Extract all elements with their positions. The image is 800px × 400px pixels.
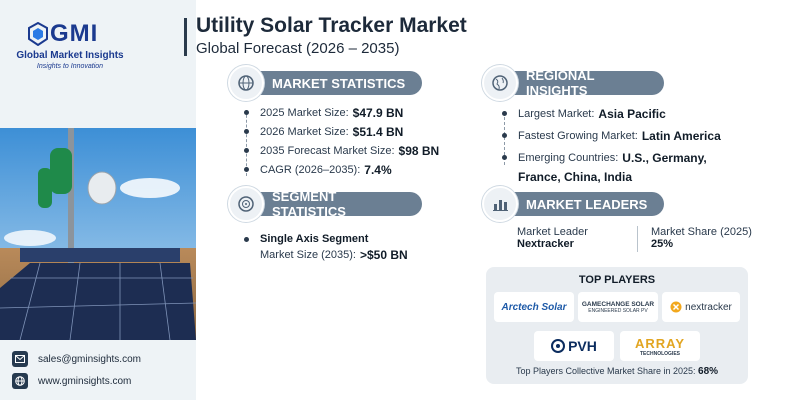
stat-label: Largest Market:	[518, 108, 595, 120]
stat-label: CAGR (2026–2035):	[260, 163, 361, 176]
contact-website-row[interactable]: www.gminsights.com	[12, 372, 131, 390]
leader-value: Nextracker	[517, 238, 574, 250]
stat-value: Asia Pacific	[598, 107, 666, 121]
gamechange-solar-logo[interactable]: GAMECHANGE SOLAR ENGINEERED SOLAR PV	[578, 292, 658, 322]
page-subtitle: Global Forecast (2026 – 2035)	[196, 40, 400, 57]
collective-share-value: 68%	[698, 366, 719, 377]
stat-label: 2035 Forecast Market Size:	[260, 144, 395, 157]
array-logo-text: ARRAY	[634, 335, 686, 351]
brand-name: Global Market Insights	[16, 50, 124, 61]
contact-email-row[interactable]: sales@gminsights.com	[12, 350, 141, 368]
emerging-countries: Emerging Countries: U.S., Germany,	[500, 147, 721, 169]
top-players-heading: TOP PLAYERS	[578, 274, 656, 286]
gamechange-logo-text: GAMECHANGE SOLAR	[581, 300, 655, 308]
bullet-dot	[244, 129, 249, 134]
market-share: Market Share (2025) 25%	[651, 226, 771, 250]
segment-statistics-list: Single Axis Segment Market Size (2035): >…	[242, 231, 408, 263]
left-panel: GMI Global Market Insights Insights to I…	[0, 0, 196, 400]
solar-tracker-photo	[0, 128, 196, 340]
pvh-logo[interactable]: PVH	[534, 331, 614, 361]
emerging-countries-continued: France, China, India	[500, 169, 721, 185]
array-logo-subtext: TECHNOLOGIES	[639, 350, 680, 357]
nextracker-mark-icon	[670, 301, 682, 313]
fastest-growing-market: Fastest Growing Market: Latin America	[500, 125, 721, 147]
stat-label: Market Size (2035):	[260, 249, 356, 261]
segment-size: Market Size (2035): >$50 BN	[242, 247, 408, 263]
contact-email[interactable]: sales@gminsights.com	[38, 353, 141, 365]
brand-tagline: Insights to Innovation	[36, 63, 104, 70]
regional-insights-timeline	[504, 117, 505, 165]
globe-icon	[12, 373, 28, 389]
market-leader: Market Leader Nextracker	[517, 226, 627, 250]
bullet-dot	[244, 148, 249, 153]
leader-label: Market Leader	[517, 226, 588, 238]
pvh-mark-icon	[551, 339, 566, 353]
bullet-dot	[244, 237, 249, 242]
largest-market: Largest Market: Asia Pacific	[500, 103, 721, 125]
logo-text: GMI	[50, 20, 99, 47]
market-statistics-timeline	[246, 110, 247, 176]
bullet-dot	[502, 133, 507, 138]
regional-insights-header: REGIONAL INSIGHTS	[482, 65, 664, 101]
regional-insights-list: Largest Market: Asia Pacific Fastest Grow…	[500, 103, 721, 185]
stat-value: >$50 BN	[359, 248, 408, 262]
globe-icon	[482, 65, 518, 101]
stat-value: $51.4 BN	[352, 124, 404, 139]
bullet-dot	[502, 155, 507, 160]
share-value: 25%	[651, 238, 674, 250]
stat-2025-size: 2025 Market Size: $47.9 BN	[242, 103, 439, 122]
target-icon	[228, 186, 264, 222]
bar-chart-icon	[482, 186, 518, 222]
share-label: Market Share (2025)	[651, 226, 752, 238]
stat-value: Latin America	[641, 129, 721, 143]
stat-label: 2025 Market Size:	[260, 106, 349, 119]
segment-name: Single Axis Segment	[242, 231, 408, 247]
gamechange-logo-subtext: ENGINEERED SOLAR PV	[588, 307, 648, 314]
top-players-footer: Top Players Collective Market Share in 2…	[486, 366, 748, 377]
arctech-solar-logo[interactable]: Arctech Solar	[494, 292, 574, 322]
bullet-dot	[502, 111, 507, 116]
stat-2035-forecast: 2035 Forecast Market Size: $98 BN	[242, 141, 439, 160]
stat-value: $98 BN	[398, 143, 440, 158]
stat-cagr: CAGR (2026–2035): 7.4%	[242, 160, 439, 179]
collective-share-label: Top Players Collective Market Share in 2…	[515, 366, 696, 376]
market-statistics-header: MARKET STATISTICS	[228, 65, 422, 101]
market-statistics-list: 2025 Market Size: $47.9 BN 2026 Market Si…	[242, 103, 439, 179]
market-leaders-header: MARKET LEADERS	[482, 186, 664, 222]
stat-label: Emerging Countries:	[518, 152, 619, 164]
stat-label: 2026 Market Size:	[260, 125, 349, 138]
stat-value: 7.4%	[364, 162, 392, 177]
company-logo[interactable]: GMI Global Market Insights Insights to I…	[10, 16, 140, 76]
email-icon	[12, 351, 28, 367]
title-accent-bar	[184, 18, 187, 56]
pvh-logo-text: PVH	[568, 338, 597, 354]
gmi-logo-icon	[28, 22, 48, 46]
top-players-panel: TOP PLAYERS Arctech Solar GAMECHANGE SOL…	[486, 267, 748, 384]
array-technologies-logo[interactable]: ARRAY TECHNOLOGIES	[620, 331, 700, 361]
nextracker-logo-text: nextracker	[685, 301, 732, 313]
market-leaders-heading: MARKET LEADERS	[504, 192, 664, 216]
segment-statistics-heading: SEGMENT STATISTICS	[250, 189, 422, 219]
contact-website[interactable]: www.gminsights.com	[38, 375, 132, 387]
regional-insights-heading: REGIONAL INSIGHTS	[504, 68, 664, 98]
arctech-logo-text: Arctech Solar	[501, 301, 567, 313]
bullet-dot	[244, 167, 249, 172]
segment-statistics-header: SEGMENT STATISTICS	[228, 186, 422, 222]
contact-block: sales@gminsights.com www.gminsights.com	[0, 342, 196, 400]
stat-value: U.S., Germany,	[622, 151, 707, 165]
globe-chart-icon	[228, 65, 264, 101]
nextracker-logo[interactable]: nextracker	[662, 292, 740, 322]
page-title: Utility Solar Tracker Market	[196, 14, 467, 37]
stat-2026-size: 2026 Market Size: $51.4 BN	[242, 122, 439, 141]
market-statistics-heading: MARKET STATISTICS	[250, 71, 422, 95]
stat-label: Fastest Growing Market:	[518, 130, 638, 142]
segment-label: Single Axis Segment	[260, 233, 369, 245]
stat-value: France, China, India	[518, 170, 633, 184]
stat-value: $47.9 BN	[352, 105, 404, 120]
bullet-dot	[244, 110, 249, 115]
leaders-divider	[637, 226, 638, 252]
